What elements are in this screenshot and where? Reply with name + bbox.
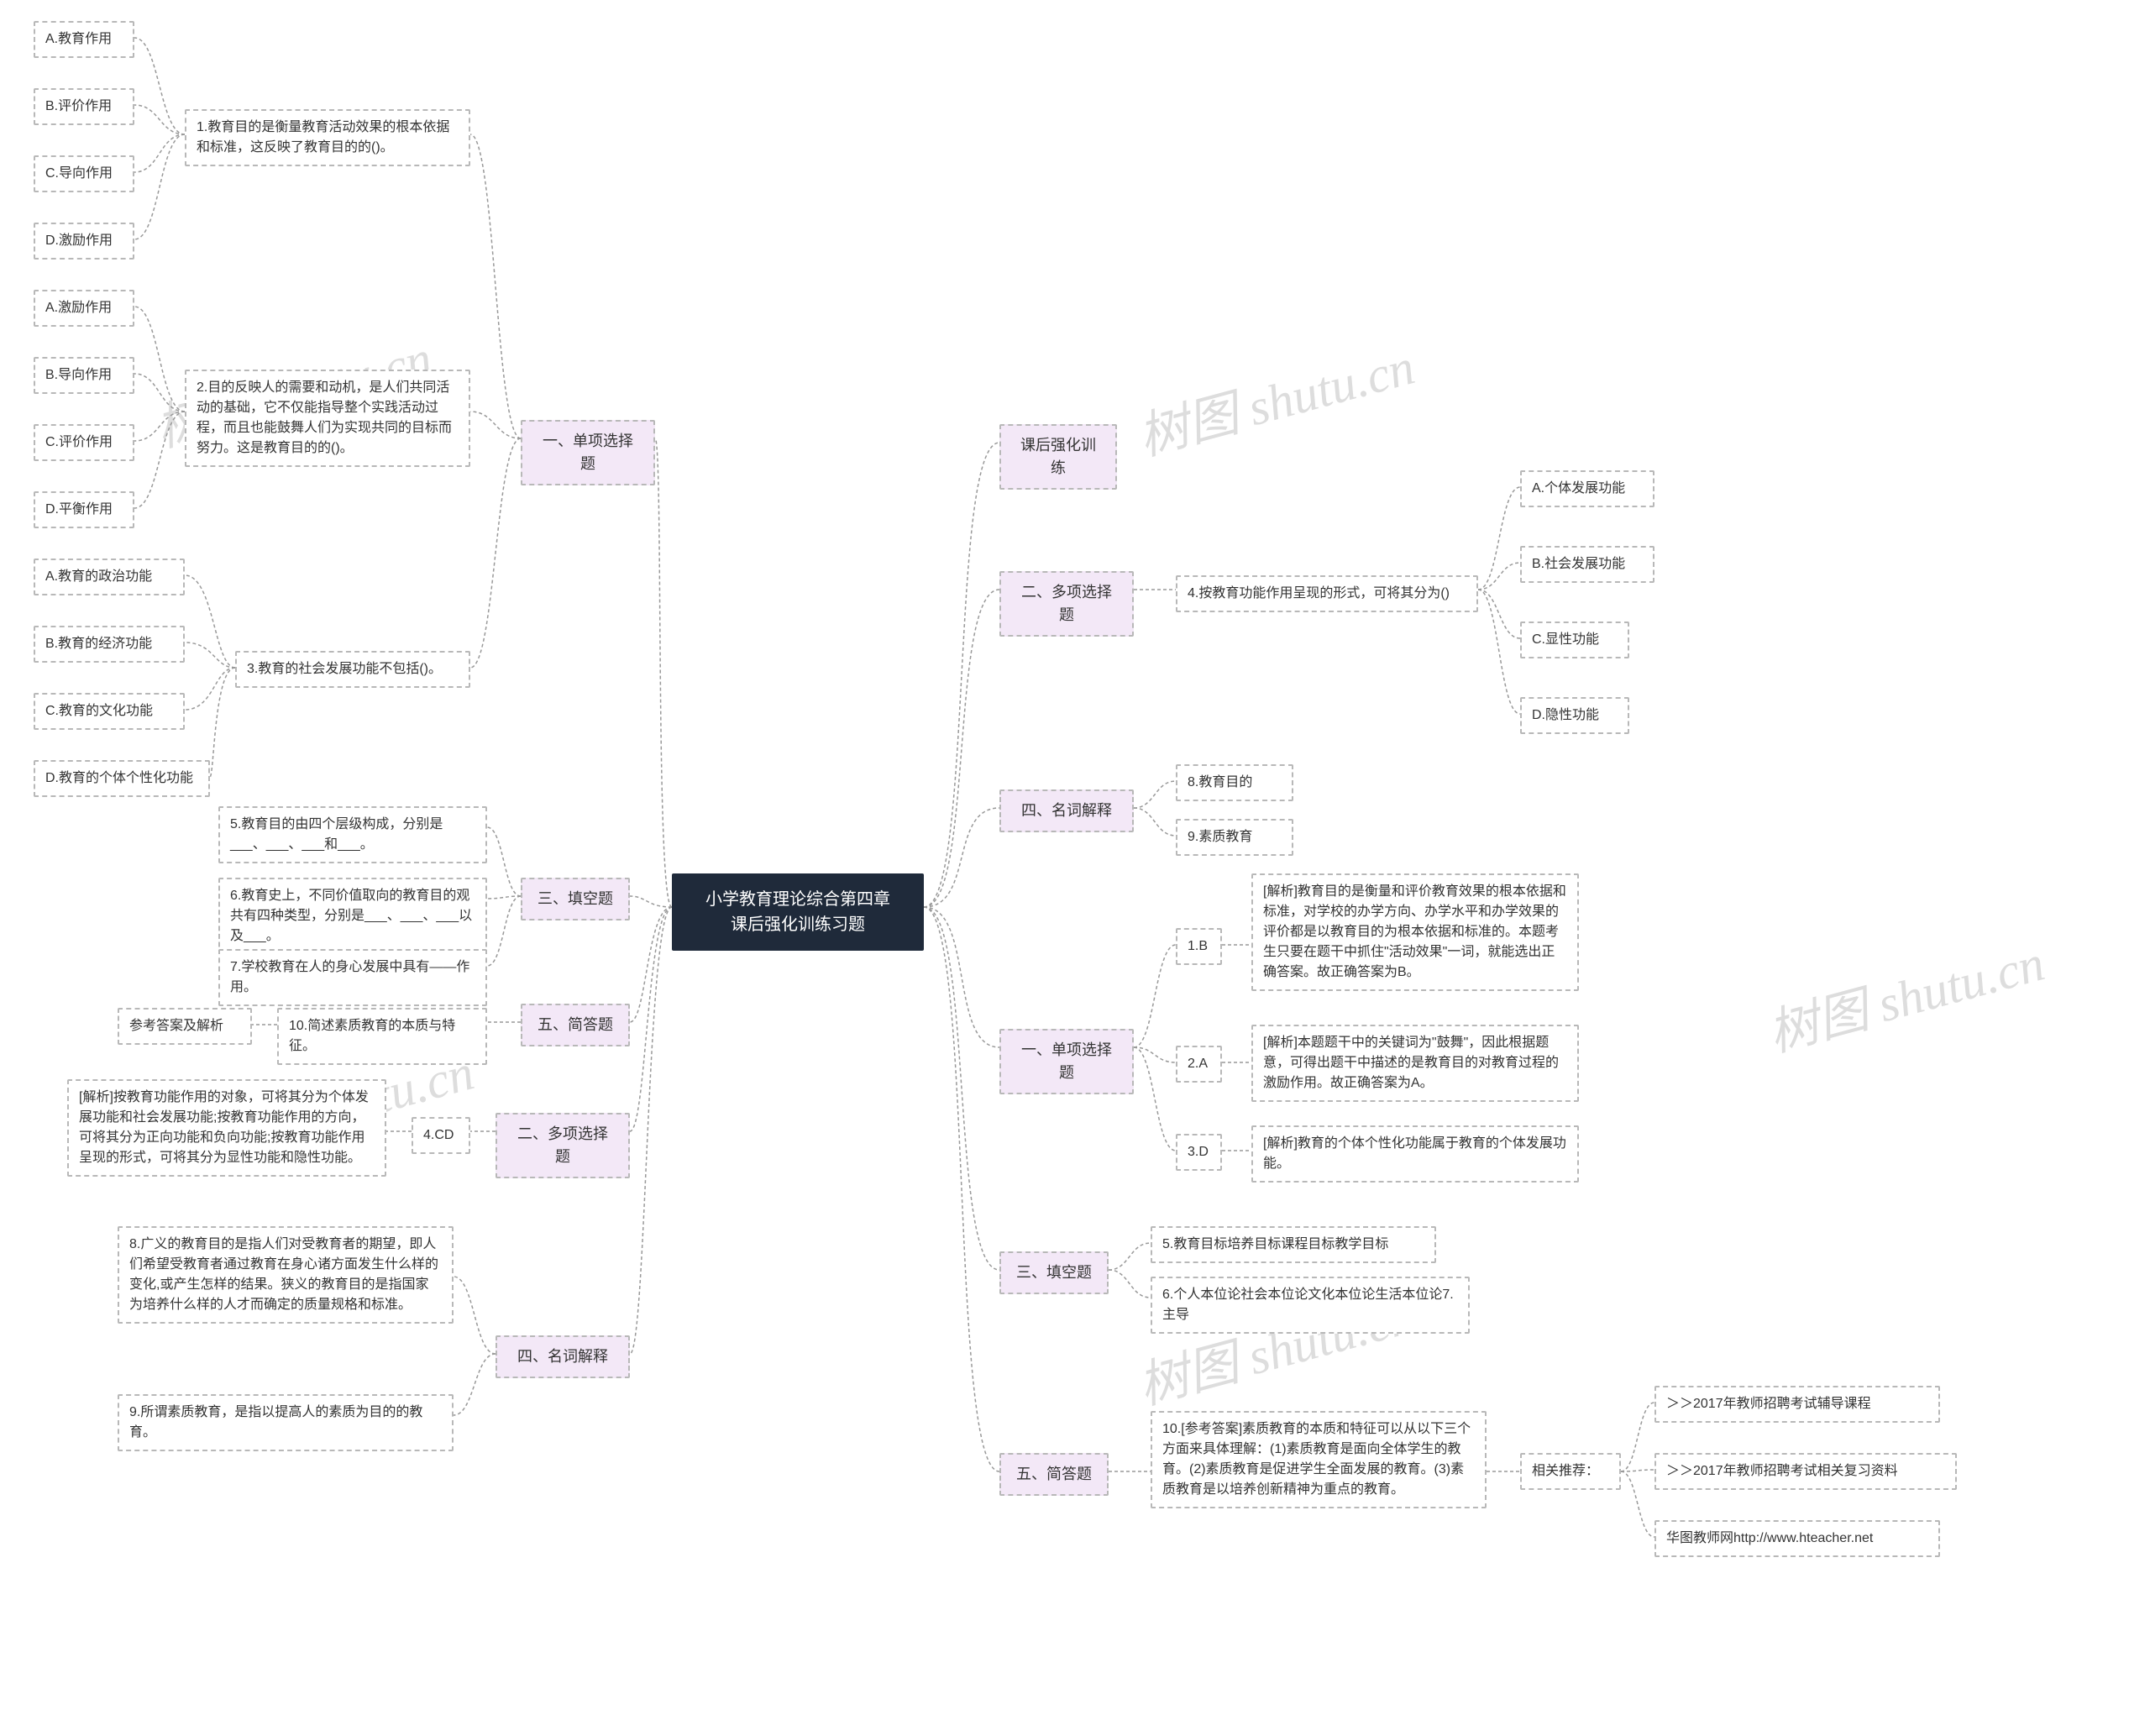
r-a6: 6.个人本位论社会本位论文化本位论生活本位论7.主导	[1151, 1277, 1470, 1334]
right-section3-branch: 三、填空题	[999, 1251, 1109, 1294]
q2-optA: A.激励作用	[34, 290, 134, 327]
center-title: 小学教育理论综合第四章 课后强化训练习题	[672, 873, 924, 951]
center-title-line2: 课后强化训练习题	[731, 915, 865, 934]
q2-optC: C.评价作用	[34, 424, 134, 461]
r-q4-optC: C.显性功能	[1520, 621, 1629, 658]
q3-text: 3.教育的社会发展功能不包括()。	[235, 651, 470, 688]
r-a2-explain: [解析]本题题干中的关键词为"鼓舞"，因此根据题意，可得出题干中描述的是教育目的…	[1251, 1025, 1579, 1102]
watermark: 树图 shutu.cn	[1129, 326, 1421, 469]
r-a2-num: 2.A	[1176, 1046, 1222, 1083]
q3-optC: C.教育的文化功能	[34, 693, 185, 730]
left-section3-branch: 三、填空题	[521, 878, 630, 920]
q1-optB: B.评价作用	[34, 88, 134, 125]
q7-text: 7.学校教育在人的身心发展中具有——作用。	[218, 949, 487, 1006]
r-a1-num: 1.B	[1176, 928, 1222, 965]
q3-optD: D.教育的个体个性化功能	[34, 760, 210, 797]
q1-optA: A.教育作用	[34, 21, 134, 58]
q2-text: 2.目的反映人的需要和动机，是人们共同活动的基础，它不仅能指导整个实践活动过程，…	[185, 370, 470, 467]
r-a3-num: 3.D	[1176, 1134, 1222, 1171]
q3-optA: A.教育的政治功能	[34, 559, 185, 595]
left-section2-branch: 二、多项选择题	[496, 1113, 630, 1178]
q4-explain: [解析]按教育功能作用的对象，可将其分为个体发展功能和社会发展功能;按教育功能作…	[67, 1079, 386, 1177]
q6-text: 6.教育史上，不同价值取向的教育目的观共有四种类型，分别是___、___、___…	[218, 878, 487, 955]
r-q4-text: 4.按教育功能作用呈现的形式，可将其分为()	[1176, 575, 1478, 612]
related-link2: ＞＞2017年教师招聘考试相关复习资料	[1654, 1453, 1957, 1490]
q1-optC: C.导向作用	[34, 155, 134, 192]
r-a5: 5.教育目标培养目标课程目标教学目标	[1151, 1226, 1436, 1263]
r-a10: 10.[参考答案]素质教育的本质和特征可以从以下三个方面来具体理解：(1)素质教…	[1151, 1411, 1487, 1508]
q2-optD: D.平衡作用	[34, 491, 134, 528]
q1-text: 1.教育目的是衡量教育活动效果的根本依据和标准，这反映了教育目的的()。	[185, 109, 470, 166]
right-section1-branch: 一、单项选择题	[999, 1029, 1134, 1094]
r-q4-optB: B.社会发展功能	[1520, 546, 1654, 583]
q8-text: 8.广义的教育目的是指人们对受教育者的期望，即人们希望受教育者通过教育在身心诸方…	[118, 1226, 454, 1324]
r-q9: 9.素质教育	[1176, 819, 1293, 856]
right-section5-branch: 五、简答题	[999, 1453, 1109, 1496]
right-section2-branch: 二、多项选择题	[999, 571, 1134, 637]
q4-cd: 4.CD	[412, 1117, 470, 1154]
left-section5-branch: 五、简答题	[521, 1004, 630, 1046]
q2-optB: B.导向作用	[34, 357, 134, 394]
r-a3-explain: [解析]教育的个体个性化功能属于教育的个体发展功能。	[1251, 1125, 1579, 1183]
r-q4-optD: D.隐性功能	[1520, 697, 1629, 734]
left-section4-branch: 四、名词解释	[496, 1335, 630, 1378]
q1-optD: D.激励作用	[34, 223, 134, 260]
right-top-label: 课后强化训练	[999, 424, 1117, 490]
q5-text: 5.教育目的由四个层级构成，分别是___、___、___和___。	[218, 806, 487, 863]
r-q4-optA: A.个体发展功能	[1520, 470, 1654, 507]
related-link3: 华图教师网http://www.hteacher.net	[1654, 1520, 1940, 1557]
q10-text: 10.简述素质教育的本质与特征。	[277, 1008, 487, 1065]
related-link1: ＞＞2017年教师招聘考试辅导课程	[1654, 1386, 1940, 1423]
right-section4-branch: 四、名词解释	[999, 789, 1134, 832]
r-q8: 8.教育目的	[1176, 764, 1293, 801]
answer-ref: 参考答案及解析	[118, 1008, 252, 1045]
q3-optB: B.教育的经济功能	[34, 626, 185, 663]
q9-text: 9.所谓素质教育，是指以提高人的素质为目的的教育。	[118, 1394, 454, 1451]
left-section1-branch: 一、单项选择题	[521, 420, 655, 485]
related-label: 相关推荐：	[1520, 1453, 1621, 1490]
center-title-line1: 小学教育理论综合第四章	[705, 890, 890, 909]
r-a1-explain: [解析]教育目的是衡量和评价教育效果的根本依据和标准，对学校的办学方向、办学水平…	[1251, 873, 1579, 991]
watermark: 树图 shutu.cn	[1759, 922, 2051, 1066]
